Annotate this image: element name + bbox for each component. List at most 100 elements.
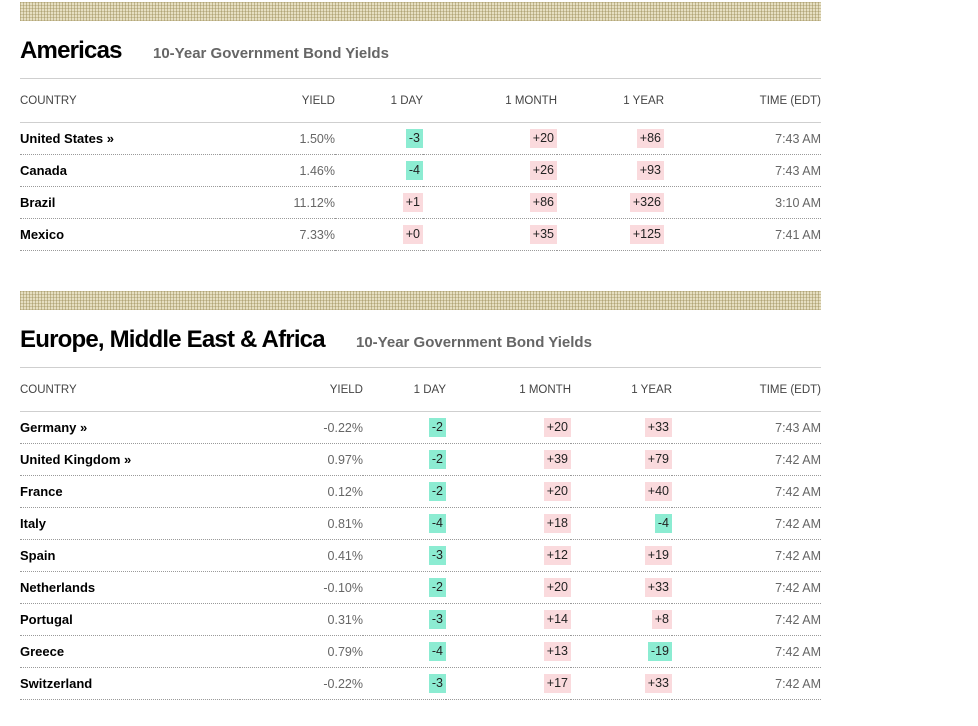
country-cell[interactable]: United States » [20, 122, 220, 155]
section-header: Americas 10-Year Government Bond Yields [20, 37, 821, 78]
column-header-1-day[interactable]: 1 DAY [363, 368, 446, 412]
section-divider-bar [20, 291, 821, 310]
country-cell[interactable]: Germany » [20, 411, 240, 444]
section-subtitle: 10-Year Government Bond Yields [356, 334, 592, 351]
column-header-1-year[interactable]: 1 YEAR [557, 79, 664, 123]
table-row: Mexico 7.33% +0 +35 +125 7:41 AM [20, 218, 821, 251]
column-header-1-day[interactable]: 1 DAY [335, 79, 423, 123]
table-row: Italy 0.81% -4 +18 -4 7:42 AM [20, 507, 821, 540]
1-month-change-badge: +20 [543, 578, 571, 597]
section-title: Europe, Middle East & Africa [20, 326, 326, 353]
yield-cell: 0.97% [240, 443, 363, 476]
time-cell: 7:42 AM [672, 635, 821, 668]
1-month-change-cell: +86 [423, 186, 557, 219]
1-day-change-cell: -3 [363, 539, 446, 572]
section-header: Europe, Middle East & Africa 10-Year Gov… [20, 326, 821, 367]
1-day-change-badge: -3 [428, 610, 446, 629]
column-header-time[interactable]: TIME (EDT) [664, 79, 821, 123]
column-header-1-month[interactable]: 1 MONTH [423, 79, 557, 123]
1-month-change-cell: +12 [446, 539, 571, 572]
country-cell: Spain [20, 539, 240, 572]
yield-cell: -0.22% [240, 667, 363, 700]
country-name: Portugal [20, 612, 73, 627]
country-cell[interactable]: United Kingdom » [20, 443, 240, 476]
1-day-change-badge: -2 [428, 418, 446, 437]
time-cell: 7:42 AM [672, 475, 821, 508]
table-header-row: COUNTRY YIELD 1 DAY 1 MONTH 1 YEAR TIME … [20, 79, 821, 123]
1-year-change-cell: +33 [571, 411, 672, 444]
1-year-change-cell: +79 [571, 443, 672, 476]
1-year-change-badge: +19 [644, 546, 672, 565]
1-day-change-cell: -4 [363, 507, 446, 540]
column-header-1-month[interactable]: 1 MONTH [446, 368, 571, 412]
chevron-right-icon[interactable]: » [80, 420, 88, 435]
1-year-change-badge: -19 [647, 642, 672, 661]
yield-cell: -0.22% [240, 411, 363, 444]
1-month-change-cell: +18 [446, 507, 571, 540]
table-row: Germany » -0.22% -2 +20 +33 7:43 AM [20, 411, 821, 444]
table-row: United States » 1.50% -3 +20 +86 7:43 AM [20, 122, 821, 155]
table-row: France 0.12% -2 +20 +40 7:42 AM [20, 475, 821, 508]
column-header-country[interactable]: COUNTRY [20, 79, 220, 123]
section-divider-bar [20, 2, 821, 21]
time-cell: 3:10 AM [664, 186, 821, 219]
1-month-change-badge: +12 [543, 546, 571, 565]
country-cell: Netherlands [20, 571, 240, 604]
time-cell: 7:43 AM [672, 411, 821, 444]
1-year-change-cell: +326 [557, 186, 664, 219]
1-day-change-cell: -2 [363, 571, 446, 604]
time-cell: 7:41 AM [664, 218, 821, 251]
table-row: Portugal 0.31% -3 +14 +8 7:42 AM [20, 603, 821, 636]
time-cell: 7:42 AM [672, 507, 821, 540]
1-month-change-cell: +17 [446, 667, 571, 700]
1-year-change-badge: +33 [644, 674, 672, 693]
yield-cell: 0.79% [240, 635, 363, 668]
1-day-change-badge: -3 [428, 546, 446, 565]
chevron-right-icon[interactable]: » [106, 131, 114, 146]
1-day-change-cell: -3 [335, 122, 423, 155]
country-name[interactable]: United States [20, 131, 104, 146]
1-month-change-cell: +13 [446, 635, 571, 668]
1-day-change-badge: +1 [402, 193, 423, 212]
1-day-change-badge: -2 [428, 450, 446, 469]
table-header-row: COUNTRY YIELD 1 DAY 1 MONTH 1 YEAR TIME … [20, 368, 821, 412]
chevron-right-icon[interactable]: » [124, 452, 132, 467]
1-month-change-badge: +18 [543, 514, 571, 533]
1-month-change-cell: +20 [446, 571, 571, 604]
table-row: Brazil 11.12% +1 +86 +326 3:10 AM [20, 186, 821, 219]
1-year-change-badge: +8 [651, 610, 672, 629]
1-year-change-cell: +33 [571, 571, 672, 604]
country-cell: France [20, 475, 240, 508]
1-day-change-badge: -4 [428, 642, 446, 661]
title-rule [20, 78, 821, 79]
1-month-change-cell: +14 [446, 603, 571, 636]
1-day-change-cell: -2 [363, 443, 446, 476]
country-name: Brazil [20, 195, 56, 210]
1-day-change-cell: +1 [335, 186, 423, 219]
1-month-change-badge: +39 [543, 450, 571, 469]
column-header-1-year[interactable]: 1 YEAR [571, 368, 672, 412]
time-cell: 7:42 AM [672, 571, 821, 604]
column-header-yield[interactable]: YIELD [240, 368, 363, 412]
country-name: Netherlands [20, 580, 96, 595]
yield-cell: 0.41% [240, 539, 363, 572]
1-day-change-badge: -2 [428, 578, 446, 597]
1-month-change-badge: +20 [529, 129, 557, 148]
country-cell: Canada [20, 154, 220, 187]
1-year-change-badge: +93 [636, 161, 664, 180]
column-header-yield[interactable]: YIELD [220, 79, 335, 123]
country-name[interactable]: United Kingdom [20, 452, 121, 467]
1-month-change-badge: +17 [543, 674, 571, 693]
column-header-time[interactable]: TIME (EDT) [672, 368, 821, 412]
country-name: Switzerland [20, 676, 93, 691]
country-name[interactable]: Germany [20, 420, 77, 435]
country-name: Italy [20, 516, 47, 531]
column-header-country[interactable]: COUNTRY [20, 368, 240, 412]
yield-cell: 0.31% [240, 603, 363, 636]
country-name: Spain [20, 548, 56, 563]
country-name: France [20, 484, 63, 499]
table-row: Netherlands -0.10% -2 +20 +33 7:42 AM [20, 571, 821, 604]
time-cell: 7:42 AM [672, 603, 821, 636]
1-day-change-badge: -4 [428, 514, 446, 533]
yield-cell: 1.50% [220, 122, 335, 155]
